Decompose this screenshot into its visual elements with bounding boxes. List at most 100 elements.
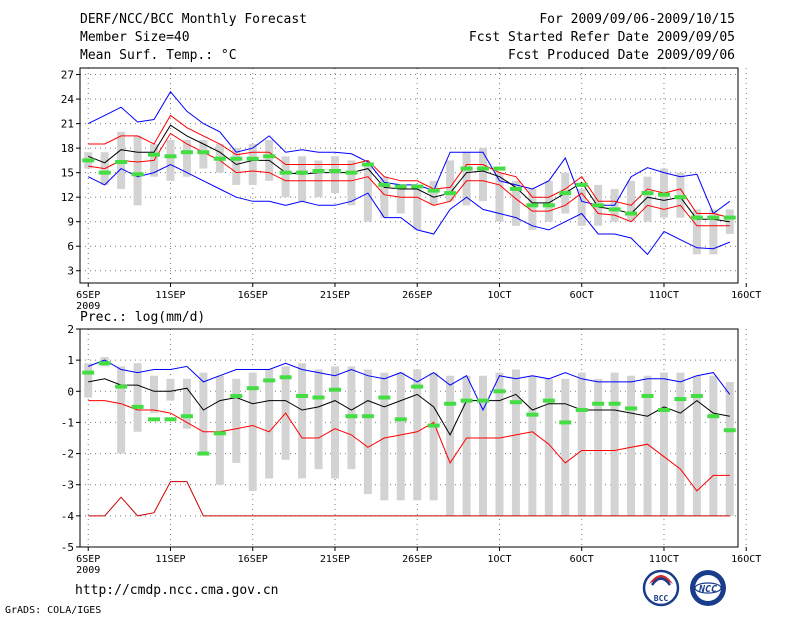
prec-range-bar	[363, 369, 372, 495]
source-url[interactable]: http://cmdp.ncc.cma.gov.cn	[75, 583, 279, 598]
prec-observed-marker	[164, 417, 177, 422]
prec-range-bar	[462, 375, 471, 516]
prec-range-bar	[709, 375, 718, 516]
prec-observed-marker	[723, 428, 736, 433]
prec-range-bar	[330, 366, 339, 479]
temp-observed-marker	[312, 169, 325, 174]
temp-range-bar	[528, 188, 537, 230]
temp-range-bar	[413, 188, 422, 230]
temp-observed-marker	[707, 215, 720, 220]
prec-observed-marker	[690, 393, 703, 398]
temp-xtick-label: 6SEP	[76, 290, 100, 301]
prec-range-bar	[396, 372, 405, 501]
temp-ytick-label: 21	[61, 118, 74, 131]
prec-xtick-label: 26SEP	[402, 554, 432, 565]
prec-observed-marker	[148, 417, 161, 422]
prec-observed-marker	[707, 414, 720, 419]
prec-range-bar	[479, 375, 488, 516]
temp-observed-marker	[279, 170, 292, 175]
temp-observed-marker	[98, 170, 111, 175]
temp-range-bar	[709, 209, 718, 255]
variable-label-temperature: Mean Surf. Temp.: °C	[80, 48, 237, 63]
prec-lower-band-line	[88, 400, 730, 492]
temp-upper-band-line	[88, 114, 730, 219]
member-size-label: Member Size=40	[80, 30, 190, 45]
temp-observed-marker	[559, 191, 572, 196]
prec-range-bar	[429, 372, 438, 501]
prec-ytick-label: -2	[61, 448, 74, 461]
prec-range-bar	[265, 369, 274, 479]
prec-xtick-label: 16OCT	[731, 554, 761, 565]
prec-observed-marker	[542, 398, 555, 403]
prec-range-bar	[446, 375, 455, 516]
prec-observed-marker	[378, 395, 391, 400]
prec-ensemble-max-line	[88, 359, 731, 412]
temp-ensemble-mean-line	[88, 124, 730, 223]
forecast-period: For 2009/09/06-2009/10/15	[539, 12, 735, 27]
temp-observed-marker	[230, 156, 243, 161]
temp-panel: 3 6 9 12 15 18 21 24 27 6SEP 11SEP 16SEP 21SEP 26SEP 1…	[61, 67, 761, 312]
figure-title: DERF/NCC/BCC Monthly Forecast	[80, 12, 307, 27]
temp-plot-frame	[79, 67, 739, 284]
prec-year-label: 2009	[76, 565, 100, 576]
prec-observed-marker	[296, 393, 309, 398]
prec-range-bar	[725, 381, 734, 516]
temp-observed-marker	[394, 184, 407, 189]
prec-range-bar	[248, 372, 257, 491]
temp-observed-marker	[674, 195, 687, 200]
prec-plot-frame	[79, 328, 739, 548]
temp-xtick-label: 1OCT	[487, 290, 511, 301]
prec-observed-marker	[444, 401, 457, 406]
temp-range-bar	[396, 184, 405, 214]
temp-observed-marker	[263, 154, 276, 159]
temp-observed-marker	[427, 188, 440, 193]
temp-lower-band-line	[88, 132, 730, 227]
temp-xtick-label: 11SEP	[155, 290, 185, 301]
temp-range-bar	[380, 176, 389, 218]
prec-range-bar	[232, 378, 241, 463]
prec-range-bar	[380, 372, 389, 501]
temp-observed-marker	[296, 170, 309, 175]
prec-ytick-label: -1	[61, 416, 74, 429]
prec-range-bar	[133, 363, 142, 432]
temp-range-bar	[182, 139, 191, 177]
prec-observed-marker	[427, 423, 440, 428]
prec-xtick-label: 11OCT	[649, 554, 679, 565]
temp-observed-marker	[411, 184, 424, 189]
prec-observed-marker	[345, 414, 358, 419]
temp-range-bar	[314, 160, 323, 198]
temp-range-bar	[577, 188, 586, 226]
prec-xtick-label: 1OCT	[487, 554, 511, 565]
prec-range-bar	[577, 372, 586, 516]
prec-range-bar	[511, 369, 520, 516]
prec-range-bar	[528, 375, 537, 516]
prec-range-bar	[150, 375, 159, 414]
temp-ensemble-max-line	[87, 90, 731, 215]
prec-range-bar	[627, 375, 636, 516]
prec-ytick-label: -4	[61, 510, 75, 523]
prec-observed-marker	[575, 407, 588, 412]
prec-ensemble-mean-line	[88, 378, 730, 436]
prec-range-bar	[594, 378, 603, 516]
temp-range-bar	[232, 148, 241, 185]
temp-observed-marker	[246, 156, 259, 161]
temp-ytick-label: 6	[67, 240, 74, 253]
temp-xtick-label: 16SEP	[238, 290, 268, 301]
prec-observed-marker	[641, 393, 654, 398]
temp-xtick-label: 21SEP	[320, 290, 350, 301]
prec-range-bar	[495, 372, 504, 516]
prec-observed-marker	[592, 401, 605, 406]
temp-range-bar	[429, 180, 438, 206]
temp-observed-marker	[526, 203, 539, 208]
forecast-started-date: Fcst Started Refer Date 2009/09/05	[468, 30, 735, 45]
prec-range-bar	[659, 372, 668, 516]
temp-ytick-label: 12	[61, 191, 74, 204]
prec-xtick-label: 11SEP	[155, 554, 185, 565]
prec-observed-marker	[493, 389, 506, 394]
prec-range-bar	[643, 375, 652, 516]
temp-xtick-label: 6OCT	[570, 290, 594, 301]
prec-range-bar	[413, 369, 422, 501]
